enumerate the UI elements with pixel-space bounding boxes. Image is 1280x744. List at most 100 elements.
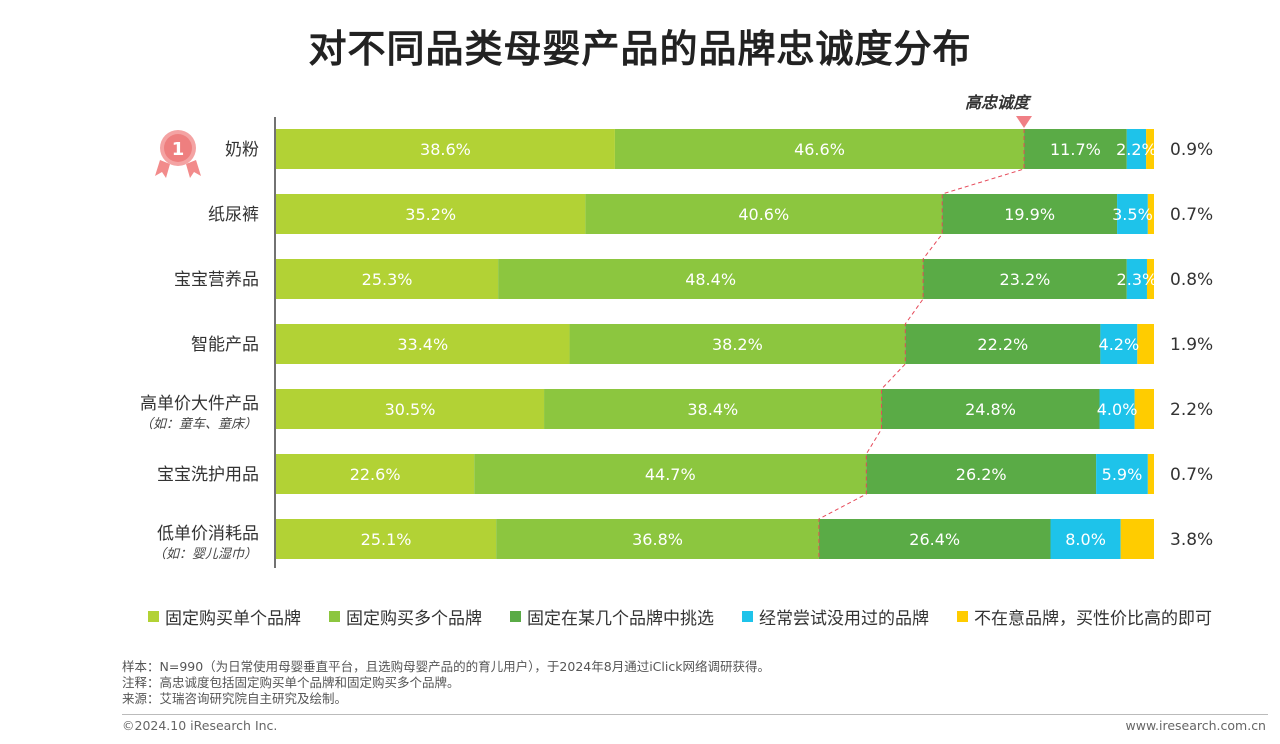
stacked-bar-chart: 38.6% 46.6% 11.7% 2.2% 0.9% 奶粉 35.2% 40.6% 19.9%… xyxy=(140,93,1213,568)
bar-value-label: 38.2% xyxy=(712,335,763,354)
bar-value-label: 4.2% xyxy=(1099,335,1140,354)
bar-segment xyxy=(1146,129,1154,169)
bar-value-label: 3.8% xyxy=(1170,530,1213,550)
bar-segment xyxy=(1134,389,1154,429)
category-label: 宝宝营养品 xyxy=(174,270,259,290)
category-sub-label: （如：童车、童床） xyxy=(140,416,257,432)
bar-segment xyxy=(569,324,906,364)
bar-segment xyxy=(1117,194,1148,234)
bar-value-label: 22.6% xyxy=(350,465,401,484)
legend-label: 经常尝试没用过的品牌 xyxy=(759,609,929,629)
bar-value-label: 26.2% xyxy=(956,465,1007,484)
bar-segment xyxy=(276,324,570,364)
category-label: 高单价大件产品 xyxy=(140,394,259,414)
website: www.iresearch.com.cn xyxy=(1125,718,1267,733)
legend-label: 不在意品牌，买性价比高的即可 xyxy=(974,609,1212,629)
bar-value-label: 2.2% xyxy=(1116,140,1157,159)
high-loyalty-dashed-line xyxy=(818,129,1025,559)
bar-segment xyxy=(923,259,1127,299)
bar-segment xyxy=(818,519,1051,559)
bar-value-label: 25.3% xyxy=(362,270,413,289)
high-loyalty-label: 高忠诚度 xyxy=(965,93,1032,112)
legend-item: 固定购买多个品牌 xyxy=(329,604,482,629)
bar-value-label: 19.9% xyxy=(1004,205,1055,224)
bar-segment xyxy=(614,129,1025,169)
bar-value-label: 0.7% xyxy=(1170,205,1213,225)
high-loyalty-marker-icon xyxy=(1016,116,1032,128)
category-label: 智能产品 xyxy=(191,335,259,355)
bar-segment xyxy=(544,389,882,429)
bar-segment xyxy=(1100,324,1138,364)
bar-value-label: 4.0% xyxy=(1097,400,1138,419)
bar-segment xyxy=(1146,259,1154,299)
bar-segment xyxy=(1096,454,1148,494)
bar-value-label: 8.0% xyxy=(1065,530,1106,549)
bar-value-label: 0.9% xyxy=(1170,140,1213,160)
bar-value-label: 35.2% xyxy=(405,205,456,224)
bar-value-label: 26.4% xyxy=(909,530,960,549)
bar-value-label: 23.2% xyxy=(1000,270,1051,289)
category-sub-label: （如：婴儿湿巾） xyxy=(153,546,257,562)
bar-segment xyxy=(276,389,545,429)
bar-segment xyxy=(905,324,1101,364)
bar-value-label: 2.2% xyxy=(1170,400,1213,420)
legend-item: 固定购买单个品牌 xyxy=(148,604,301,629)
legend-swatch xyxy=(957,611,968,622)
bar-value-label: 5.9% xyxy=(1102,465,1143,484)
bar-value-label: 1.9% xyxy=(1170,335,1213,355)
bar-segment xyxy=(585,194,943,234)
bar-segment xyxy=(866,454,1097,494)
bar-value-label: 25.1% xyxy=(361,530,412,549)
legend-label: 固定在某几个品牌中挑选 xyxy=(527,609,714,629)
bar-segment xyxy=(1137,324,1154,364)
bar-value-label: 24.8% xyxy=(965,400,1016,419)
bar-value-label: 46.6% xyxy=(794,140,845,159)
bar-value-label: 40.6% xyxy=(738,205,789,224)
bar-segment xyxy=(498,259,924,299)
category-label: 宝宝洗护用品 xyxy=(157,465,259,485)
bar-value-label: 38.6% xyxy=(420,140,471,159)
bar-segment xyxy=(1126,259,1147,299)
legend-swatch xyxy=(742,611,753,622)
rank-badge-icon: 1 xyxy=(155,130,201,178)
bar-segment xyxy=(276,129,615,169)
bar-segment xyxy=(942,194,1118,234)
bar-segment xyxy=(496,519,819,559)
bar-value-label: 11.7% xyxy=(1050,140,1101,159)
category-label: 奶粉 xyxy=(225,140,259,160)
bars-layer xyxy=(276,129,1154,559)
bar-segment xyxy=(1120,519,1154,559)
chart-title: 对不同品类母婴产品的品牌忠诚度分布 xyxy=(308,27,972,71)
bar-value-label: 36.8% xyxy=(632,530,683,549)
bar-segment xyxy=(1099,389,1135,429)
bar-value-label: 30.5% xyxy=(385,400,436,419)
bar-value-label: 33.4% xyxy=(397,335,448,354)
legend-item: 不在意品牌，买性价比高的即可 xyxy=(957,604,1212,629)
bar-value-label: 0.8% xyxy=(1170,270,1213,290)
legend-swatch xyxy=(510,611,521,622)
bar-segment xyxy=(276,194,586,234)
bar-segment xyxy=(1050,519,1121,559)
rank-badge-number: 1 xyxy=(172,139,185,160)
footer-divider xyxy=(122,714,1268,715)
bar-value-label: 2.3% xyxy=(1117,270,1158,289)
legend-label: 固定购买单个品牌 xyxy=(165,609,301,629)
bar-value-label: 3.5% xyxy=(1112,205,1153,224)
bar-segment xyxy=(1126,129,1147,169)
bar-segment xyxy=(276,454,475,494)
legend-label: 固定购买多个品牌 xyxy=(346,609,482,629)
bar-segment xyxy=(1024,129,1127,169)
bar-segment xyxy=(474,454,867,494)
legend-swatch xyxy=(148,611,159,622)
bar-segment xyxy=(1147,454,1154,494)
legend-item: 固定在某几个品牌中挑选 xyxy=(510,604,714,629)
note-source: 来源：艾瑞咨询研究院自主研究及绘制。 xyxy=(122,691,348,706)
legend: 固定购买单个品牌 固定购买多个品牌 固定在某几个品牌中挑选 经常尝试没用过的品牌 不在意… xyxy=(148,604,1212,629)
bar-segment xyxy=(1147,194,1154,234)
note-sample: 样本：N=990（为日常使用母婴垂直平台，且选购母婴产品的的育儿用户），于202… xyxy=(122,659,770,674)
category-label: 低单价消耗品 xyxy=(157,524,259,544)
bar-value-label: 48.4% xyxy=(685,270,736,289)
bar-value-label: 22.2% xyxy=(977,335,1028,354)
labels-layer: 38.6% 46.6% 11.7% 2.2% 0.9% 奶粉 35.2% 40.6% 19.9%… xyxy=(140,140,1213,562)
copyright: ©2024.10 iResearch Inc. xyxy=(122,718,278,733)
